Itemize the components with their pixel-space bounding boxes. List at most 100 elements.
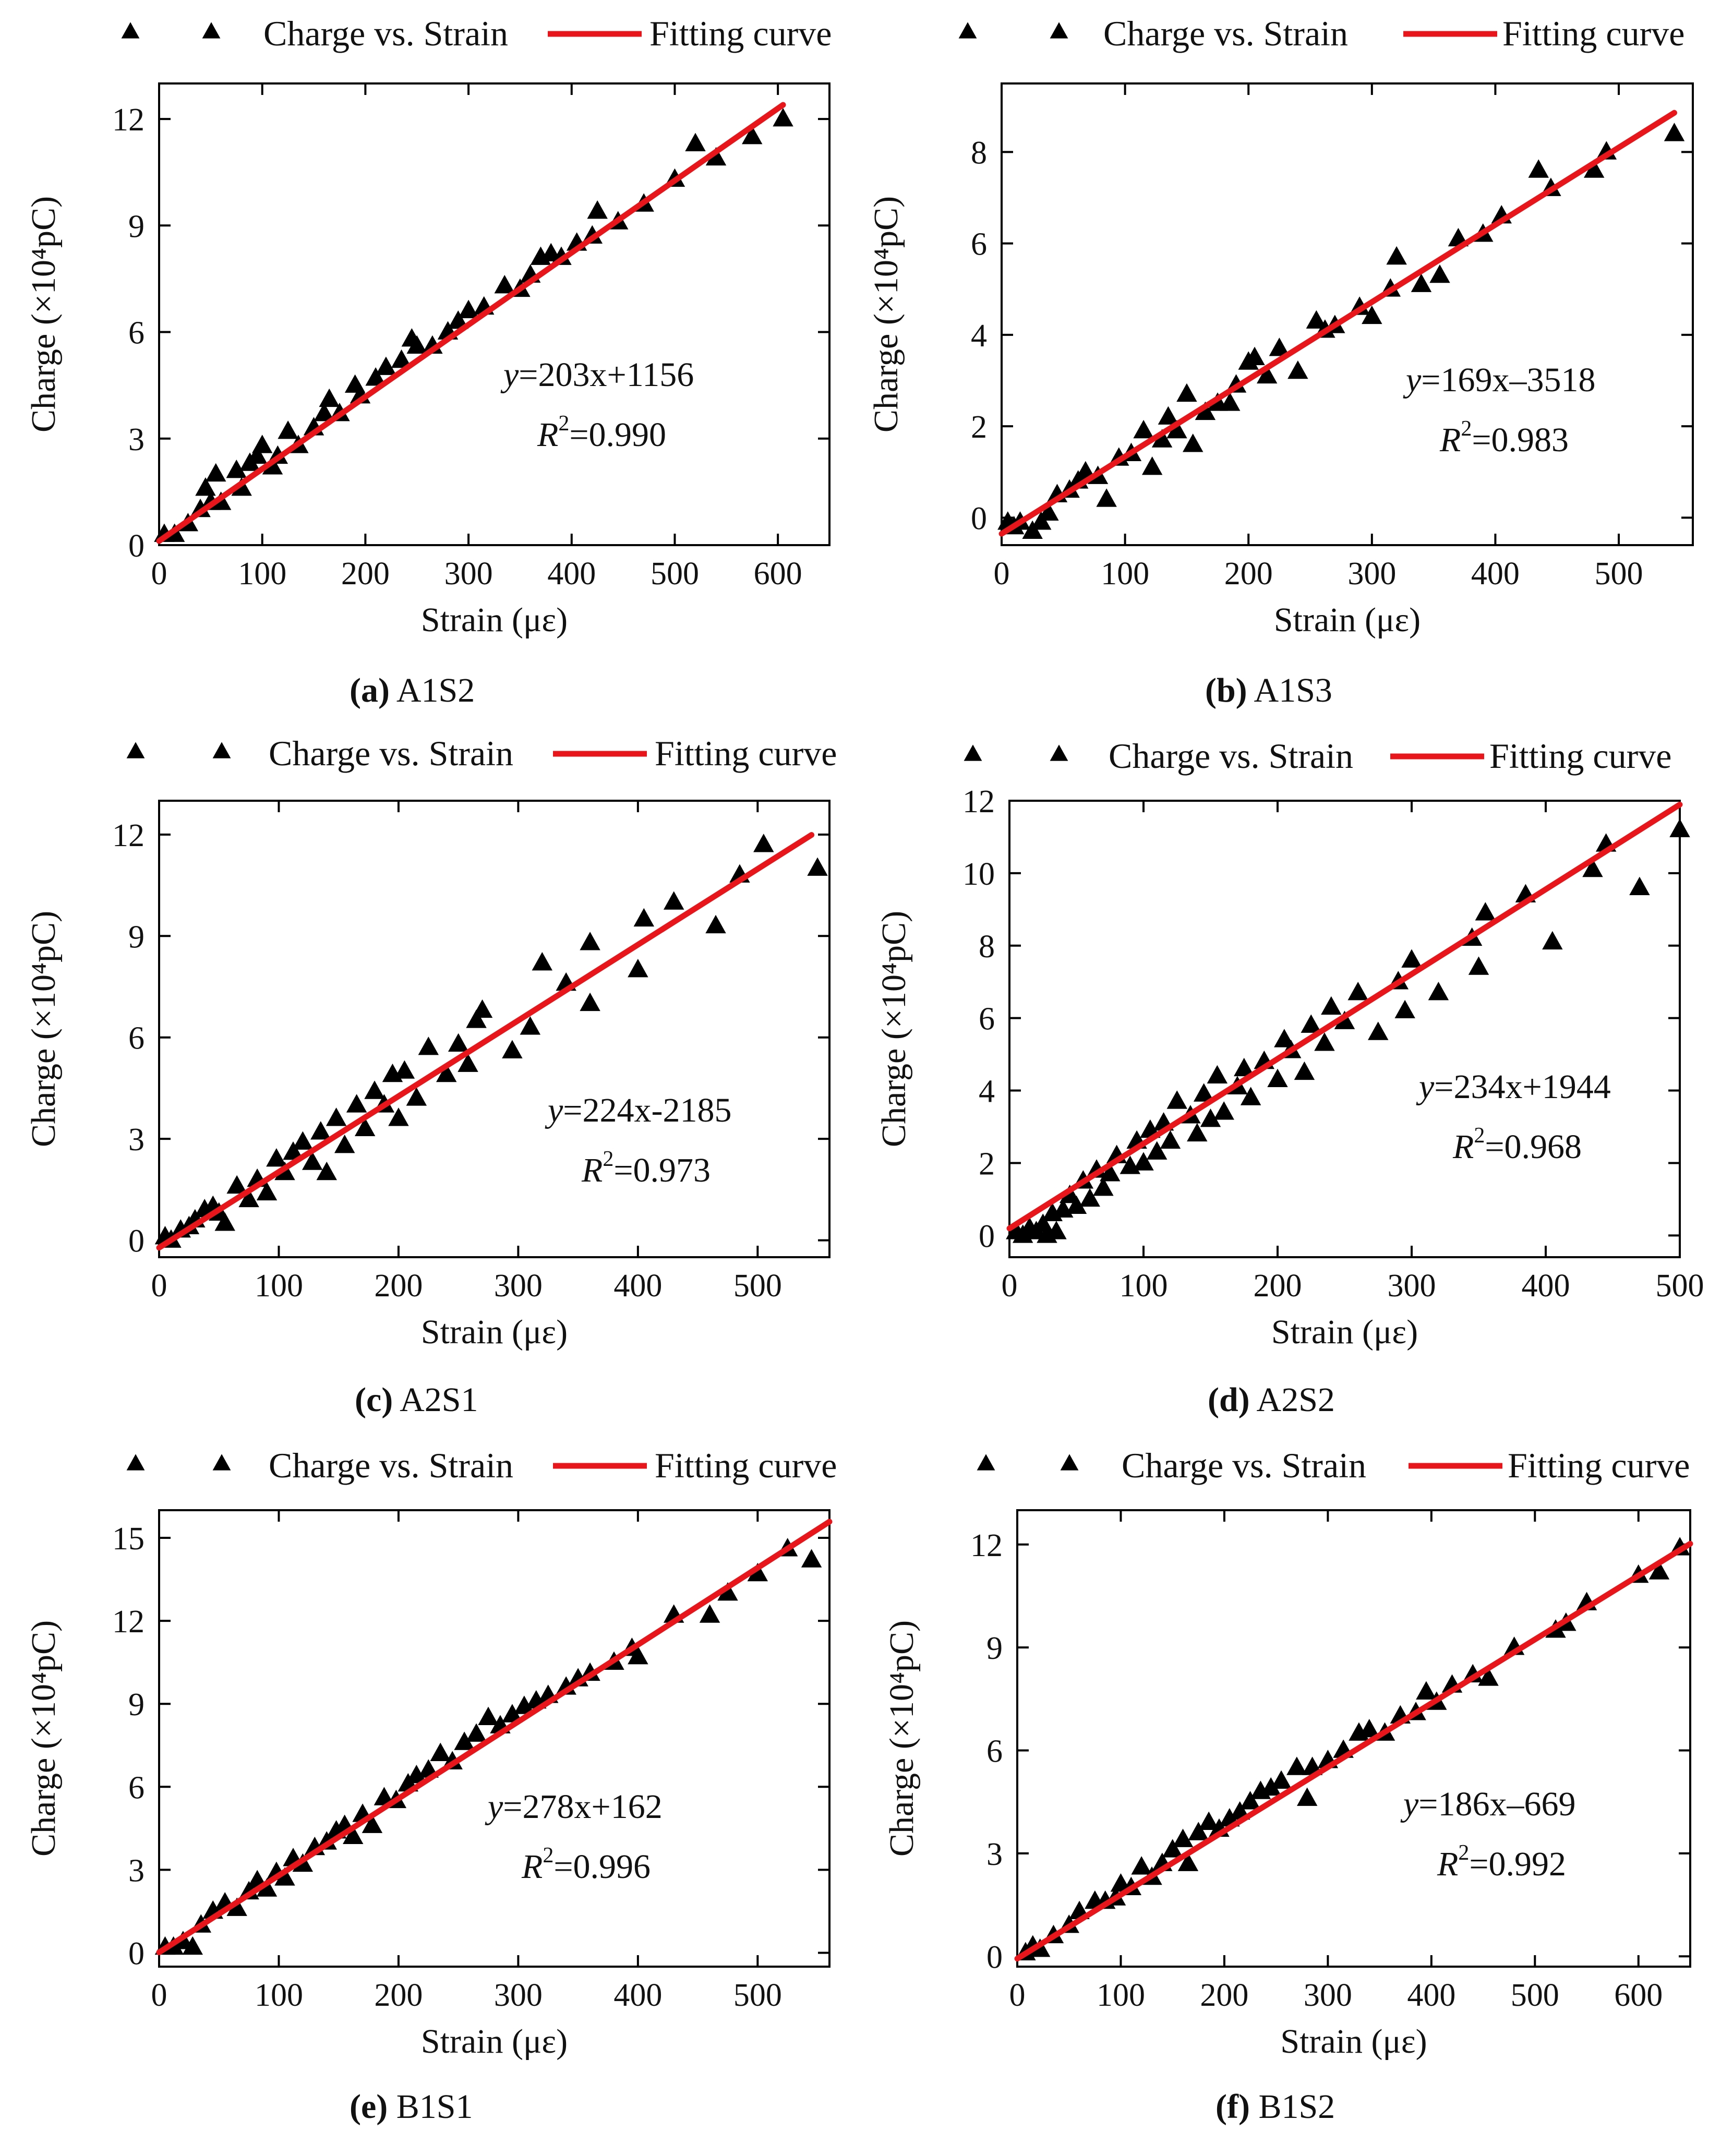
data-point xyxy=(1038,502,1059,521)
x-tick-label: 600 xyxy=(754,556,802,592)
legend-scatter-marker xyxy=(958,22,977,39)
data-point xyxy=(394,1060,415,1079)
data-point xyxy=(1478,1667,1499,1686)
data-point xyxy=(580,992,600,1011)
legend-scatter-label: Charge vs. Strain xyxy=(269,733,513,773)
data-point xyxy=(1162,1839,1183,1858)
data-point xyxy=(1394,999,1415,1019)
x-tick-label: 500 xyxy=(1656,1268,1704,1304)
equation-var: y xyxy=(1403,361,1422,399)
data-point xyxy=(406,1765,427,1784)
data-point xyxy=(1583,159,1605,178)
equation-body: =169x–3518 xyxy=(1421,361,1595,399)
data-point xyxy=(1187,1123,1208,1142)
data-point xyxy=(362,1814,383,1833)
y-tick-label: 9 xyxy=(986,1631,1003,1666)
panel-caption: (c) A2S1 xyxy=(355,1381,478,1419)
panel-caption-space xyxy=(390,671,396,709)
y-tick-label: 3 xyxy=(128,1122,145,1158)
r-squared-exponent: 2 xyxy=(543,1844,553,1868)
r-squared-exponent: 2 xyxy=(1458,1841,1469,1865)
data-point xyxy=(1475,902,1496,921)
data-point xyxy=(520,1016,541,1035)
data-point xyxy=(346,1094,367,1113)
y-tick-label: 4 xyxy=(979,1074,995,1110)
data-point xyxy=(1151,429,1173,448)
data-point xyxy=(214,1212,235,1231)
r-squared-exponent: 2 xyxy=(1474,1124,1485,1148)
data-point xyxy=(502,1704,523,1723)
plot-frame xyxy=(1001,82,1694,546)
data-point xyxy=(705,147,727,166)
data-point xyxy=(418,1037,439,1055)
x-tick-label: 400 xyxy=(1522,1268,1570,1304)
data-point xyxy=(1416,1681,1437,1700)
plot-frame xyxy=(158,82,831,546)
data-point xyxy=(1294,1061,1315,1080)
data-point xyxy=(354,1117,376,1136)
x-tick-label: 0 xyxy=(1009,1978,1026,2013)
r-squared-label: R2=0.968 xyxy=(1452,1124,1582,1166)
legend-fit-label: Fitting curve xyxy=(655,1446,837,1485)
y-axis-label: Charge (×10⁴pC) xyxy=(867,196,905,432)
data-point xyxy=(376,356,396,375)
legend-scatter-label: Charge vs. Strain xyxy=(1122,1446,1366,1485)
legend: Charge vs. Strain Fitting curve xyxy=(121,14,832,53)
data-point xyxy=(1528,159,1549,178)
data-point xyxy=(1234,1057,1255,1077)
legend-fit-label: Fitting curve xyxy=(1489,736,1671,776)
data-point xyxy=(1386,246,1407,265)
panel-caption: (e) B1S1 xyxy=(350,2088,473,2126)
y-axis-label: Charge (×10⁴pC) xyxy=(875,911,913,1147)
y-tick-label: 12 xyxy=(962,784,995,820)
x-axis-label: Strain (με) xyxy=(421,1313,568,1351)
y-tick-label: 6 xyxy=(986,1734,1003,1769)
y-tick-label: 8 xyxy=(971,135,987,171)
chart-panel-e: Charge vs. Strain Fitting curve 0 100 200 300… xyxy=(25,1446,837,2126)
data-point xyxy=(1269,338,1290,356)
data-point xyxy=(1183,433,1204,452)
data-point xyxy=(391,349,412,368)
data-point xyxy=(1193,1083,1214,1102)
fit-line xyxy=(1006,801,1683,1232)
x-tick-label: 200 xyxy=(374,1268,423,1304)
x-tick-label: 400 xyxy=(1407,1978,1455,2013)
data-point xyxy=(1256,365,1278,384)
x-axis-label: Strain (με) xyxy=(421,601,568,639)
y-tick-label: 0 xyxy=(971,501,987,536)
r-squared-label: R2=0.996 xyxy=(521,1844,651,1886)
data-point xyxy=(1133,419,1154,439)
data-point xyxy=(1172,1828,1194,1847)
data-point xyxy=(628,1645,648,1665)
x-tick-label: 0 xyxy=(151,1978,167,2013)
data-point xyxy=(310,1121,331,1140)
y-tick-label: 0 xyxy=(986,1940,1003,1975)
legend: Charge vs. Strain Fitting curve xyxy=(958,14,1684,53)
panel-caption: (f) B1S2 xyxy=(1215,2088,1335,2126)
equation-body: =278x+162 xyxy=(503,1788,662,1826)
equation-body: =224x-2185 xyxy=(563,1091,731,1129)
y-axis-label: Charge (×10⁴pC) xyxy=(25,196,63,432)
data-point xyxy=(1296,1787,1318,1806)
data-point xyxy=(292,1131,314,1150)
equation-label: y=203x+1156 xyxy=(500,356,694,394)
y-tick-label: 6 xyxy=(971,227,987,262)
legend-scatter-marker xyxy=(964,744,982,761)
legend: Charge vs. Strain Fitting curve xyxy=(126,1446,837,1485)
plot-frame xyxy=(1016,1509,1691,1968)
y-tick-label: 9 xyxy=(128,1687,145,1723)
legend-fit-label: Fitting curve xyxy=(1508,1446,1690,1485)
data-point xyxy=(532,952,553,971)
data-point xyxy=(1411,273,1432,292)
y-tick-label: 0 xyxy=(979,1219,995,1254)
y-tick-label: 0 xyxy=(128,528,145,564)
y-tick-label: 15 xyxy=(112,1521,145,1557)
panel-caption-name: B1S2 xyxy=(1258,2088,1335,2126)
x-tick-label: 300 xyxy=(1304,1978,1352,2013)
panel-caption-letter: (a) xyxy=(350,671,390,709)
data-point xyxy=(753,834,774,852)
data-point xyxy=(314,403,335,421)
legend-scatter-marker xyxy=(202,22,221,39)
data-point xyxy=(1176,383,1197,402)
